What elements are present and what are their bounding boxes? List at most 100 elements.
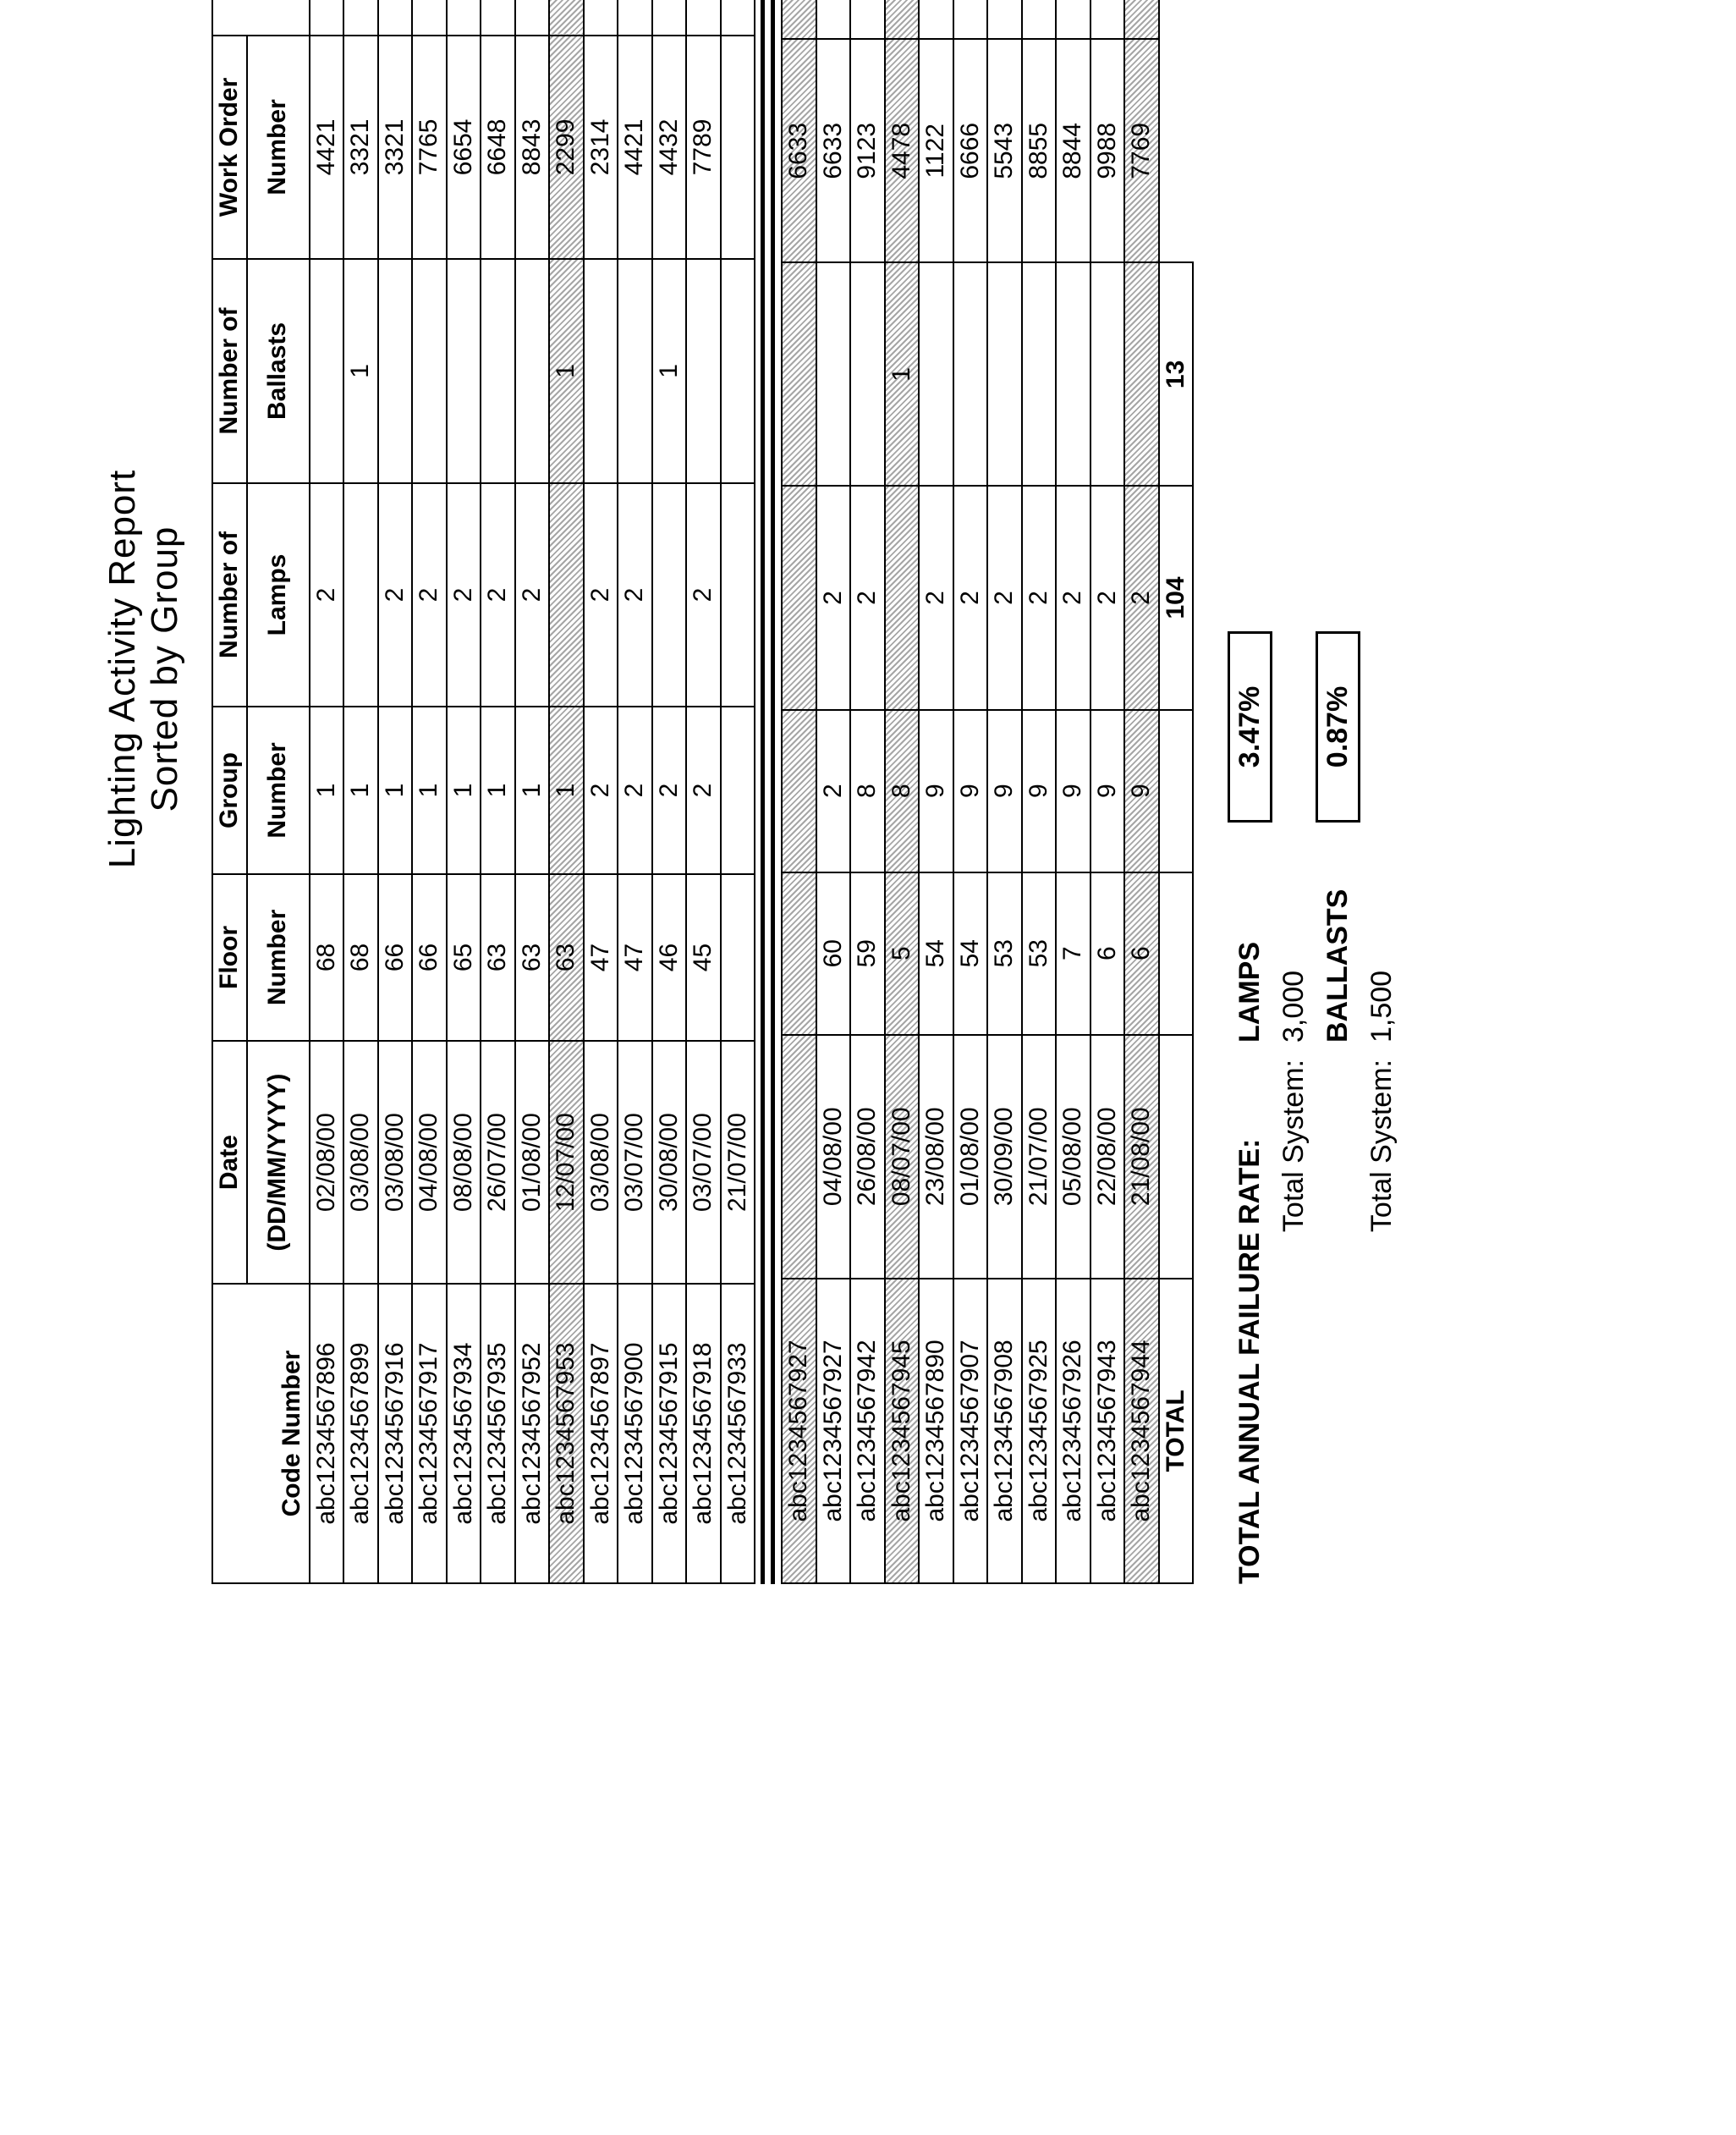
summary-ballasts-pct: 0.87% <box>1316 631 1360 823</box>
cell-floor: 7 <box>1056 872 1090 1035</box>
title-line-2: Sorted by Group <box>144 0 186 1584</box>
hdr-rate-0: LAMP Group <box>212 0 247 36</box>
cell-wo: 7789 <box>686 36 721 260</box>
cell-floor: 68 <box>343 874 378 1041</box>
cell-rate: 40.00% <box>549 0 584 36</box>
cell-group: 9 <box>1124 710 1159 872</box>
cell-code: abc1234567918 <box>686 1284 721 1583</box>
cell-lamps: 2 <box>1022 486 1057 709</box>
cell-wo: 1122 <box>919 39 953 262</box>
cell-ballasts <box>919 262 953 486</box>
cell-lamps: 2 <box>378 483 413 707</box>
table-row: abc123456792521/07/0053928855 <box>1022 0 1057 1583</box>
cell-rate <box>1056 0 1090 39</box>
table-row: abc123456792766332.50% <box>782 0 816 1583</box>
cell-code: abc1234567915 <box>652 1284 687 1583</box>
hdr-wo-2: Number <box>247 36 310 260</box>
cell-rate <box>481 0 515 36</box>
cell-date: 30/08/00 <box>652 1041 687 1284</box>
report-title: Lighting Activity Report Sorted by Group <box>102 0 186 1584</box>
cell-ballasts <box>584 259 618 483</box>
cell-group: 9 <box>987 710 1022 872</box>
cell-code: abc1234567952 <box>515 1284 550 1583</box>
table-row: abc123456791704/08/0066127765 <box>412 0 447 1583</box>
cell-lamps: 2 <box>412 483 447 707</box>
cell-date: 05/08/00 <box>1056 1035 1090 1279</box>
cell-code: abc1234567899 <box>343 1284 378 1583</box>
table-row: abc123456794421/08/0069277691.20% <box>1124 0 1159 1583</box>
cell-date: 21/07/00 <box>721 1041 755 1284</box>
cell-group: 1 <box>310 707 344 873</box>
cell-floor: 45 <box>686 874 721 1041</box>
cell-wo: 8844 <box>1056 39 1090 262</box>
hdr-ballasts-1: Number of <box>212 259 247 483</box>
cell-floor: 54 <box>919 872 953 1035</box>
cell-lamps: 2 <box>987 486 1022 709</box>
cell-wo: 4432 <box>652 36 687 260</box>
cell-group: 2 <box>816 710 851 872</box>
cell-code: abc1234567927 <box>816 1279 851 1583</box>
cell-ballasts <box>310 259 344 483</box>
title-line-1: Lighting Activity Report <box>102 0 144 1584</box>
table-row: abc123456791803/07/0045227789 <box>686 0 721 1583</box>
cell-date: 30/09/00 <box>987 1035 1022 1279</box>
hdr-lamps-1: Number of <box>212 483 247 707</box>
cell-ballasts: 1 <box>652 259 687 483</box>
cell-group: 9 <box>1090 710 1125 872</box>
cell-ballasts <box>816 262 851 486</box>
cell-rate <box>953 0 988 39</box>
cell-ballasts <box>987 262 1022 486</box>
cell-group: 8 <box>850 710 885 872</box>
cell-date: 12/07/00 <box>549 1041 584 1284</box>
table-row: abc123456789602/08/0068124421 <box>310 0 344 1583</box>
cell-wo: 6648 <box>481 36 515 260</box>
cell-code: abc1234567900 <box>618 1284 652 1583</box>
table-row: abc123456792704/08/0060226633 <box>816 0 851 1583</box>
cell-ballasts <box>515 259 550 483</box>
hdr-floor-2: Number <box>247 874 310 1041</box>
cell-code: abc1234567953 <box>549 1284 584 1583</box>
cell-floor: 65 <box>447 874 481 1041</box>
cell-wo: 4421 <box>310 36 344 260</box>
summary-title: TOTAL ANNUAL FAILURE RATE: <box>1233 1059 1266 1584</box>
cell-ballasts <box>850 262 885 486</box>
cell-group <box>721 707 755 873</box>
cell-lamps: 2 <box>447 483 481 707</box>
cell-group: 2 <box>618 707 652 873</box>
total-lamps: 104 <box>1159 486 1194 709</box>
cell-ballasts <box>378 259 413 483</box>
cell-wo: 6666 <box>953 39 988 262</box>
cell-lamps: 2 <box>1124 486 1159 709</box>
cell-wo: 4478 <box>885 39 920 262</box>
cell-lamps: 2 <box>1090 486 1125 709</box>
cell-code: abc1234567935 <box>481 1284 515 1583</box>
cell-wo: 2299 <box>549 36 584 260</box>
cell-wo: 9123 <box>850 39 885 262</box>
cell-code: abc1234567897 <box>584 1284 618 1583</box>
cell-ballasts <box>1090 262 1125 486</box>
activity-table: Code Number Date Floor Group Number of N… <box>212 0 755 1584</box>
cell-rate <box>1022 0 1057 39</box>
table-body-top: abc123456789602/08/0068124421abc12345678… <box>310 0 755 1583</box>
cell-code: abc1234567916 <box>378 1284 413 1583</box>
cell-ballasts <box>618 259 652 483</box>
cell-floor: 6 <box>1090 872 1125 1035</box>
cell-date: 21/07/00 <box>1022 1035 1057 1279</box>
cell-ballasts <box>412 259 447 483</box>
cell-ballasts <box>1124 262 1159 486</box>
cell-code: abc1234567896 <box>310 1284 344 1583</box>
cell-date: 08/07/00 <box>885 1035 920 1279</box>
cell-lamps: 2 <box>816 486 851 709</box>
cell-group: 1 <box>412 707 447 873</box>
cell-group: 1 <box>549 707 584 873</box>
cell-wo: 6633 <box>782 39 816 262</box>
cell-wo: 5543 <box>987 39 1022 262</box>
cell-wo: 3321 <box>378 36 413 260</box>
cell-floor: 53 <box>987 872 1022 1035</box>
cell-date: 26/08/00 <box>850 1035 885 1279</box>
cell-ballasts <box>721 259 755 483</box>
cell-lamps: 2 <box>1056 486 1090 709</box>
summary-sub-2: Total System: <box>1365 1059 1398 1584</box>
table-row: abc123456793526/07/0063126648 <box>481 0 515 1583</box>
cell-ballasts <box>1056 262 1090 486</box>
